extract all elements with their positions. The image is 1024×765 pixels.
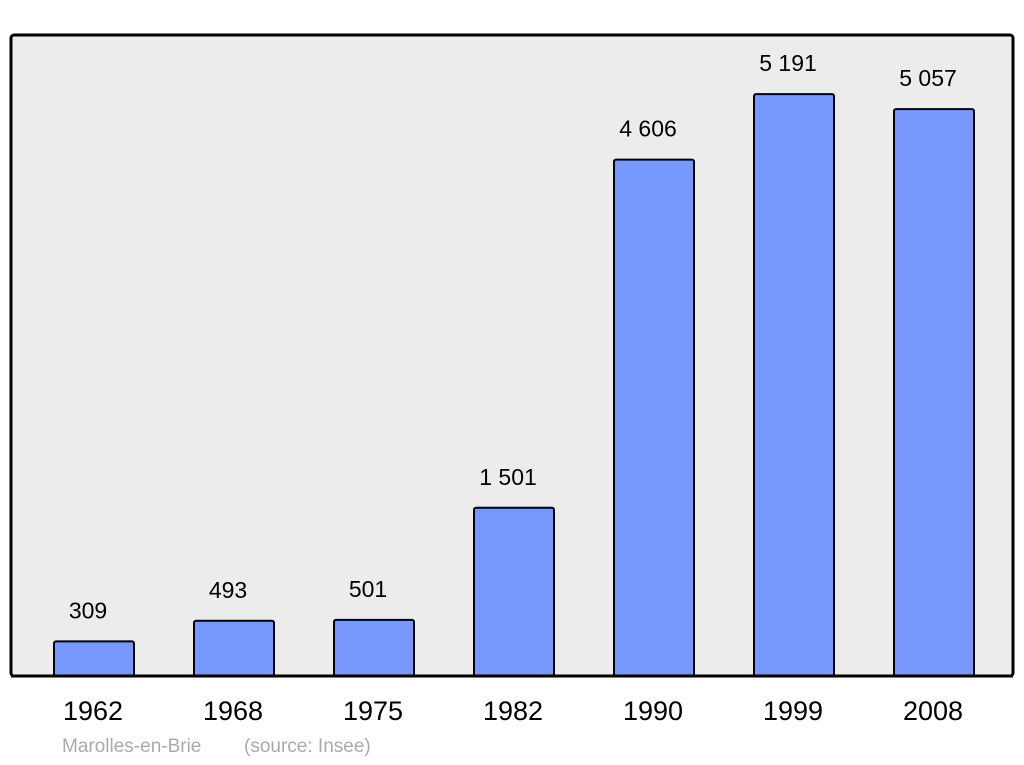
value-label: 4 606	[619, 116, 677, 142]
bar	[193, 619, 275, 677]
x-tick-label: 1968	[203, 696, 263, 726]
x-tick-label: 1990	[623, 696, 683, 726]
bar	[53, 640, 135, 677]
value-label: 5 057	[899, 65, 957, 91]
caption: Marolles-en-Brie	[62, 736, 201, 757]
bar	[613, 158, 695, 677]
value-label: 501	[349, 576, 387, 602]
bars	[53, 93, 975, 678]
source: (source: Insee)	[244, 736, 371, 757]
x-tick-label: 1962	[63, 696, 123, 726]
bar	[753, 93, 835, 678]
value-label: 1 501	[479, 464, 537, 490]
value-label: 493	[209, 577, 247, 603]
bar	[333, 618, 415, 678]
value-label: 5 191	[759, 50, 817, 76]
value-label: 309	[69, 597, 107, 623]
x-tick-label: 2008	[903, 696, 963, 726]
bar	[893, 108, 975, 678]
x-tick-label: 1975	[343, 696, 403, 726]
x-tick-label: 1999	[763, 696, 823, 726]
bar	[473, 506, 555, 678]
x-tick-label: 1982	[483, 696, 543, 726]
